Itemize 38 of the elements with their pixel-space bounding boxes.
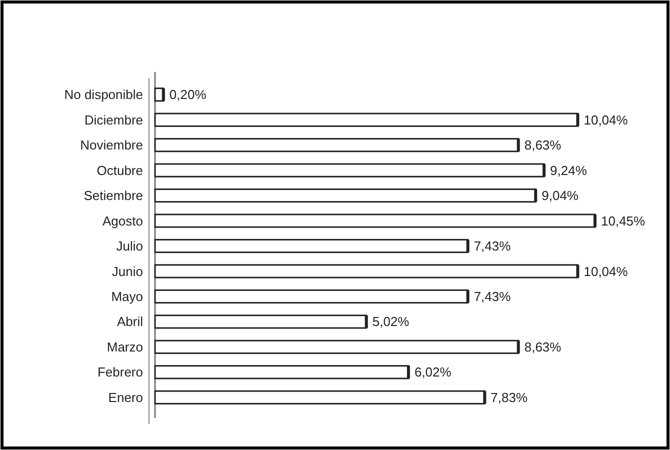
y-tick-label: Setiembre — [84, 188, 143, 204]
bar — [154, 314, 368, 329]
data-label: 8,63% — [524, 138, 562, 153]
data-label: 10,04% — [584, 264, 628, 279]
y-tick-label: Enero — [108, 390, 143, 405]
y-tick-label: Marzo — [106, 339, 143, 354]
y-tick-label: Abril — [116, 314, 144, 330]
bar — [154, 188, 536, 203]
data-label: 9,04% — [542, 188, 579, 204]
bar — [154, 163, 545, 178]
bar — [154, 138, 520, 152]
y-tick-label: Julio — [116, 238, 143, 254]
data-label: 6,02% — [414, 364, 452, 380]
data-label: 10,04% — [584, 112, 628, 128]
data-label: 10,45% — [601, 213, 646, 228]
data-label: 5,02% — [372, 314, 410, 330]
bar — [154, 340, 520, 354]
data-label: 9,24% — [550, 162, 588, 178]
bar — [154, 112, 578, 127]
bar — [154, 289, 469, 304]
data-label: 8,63% — [524, 339, 562, 354]
y-tick-label: No disponible — [64, 87, 143, 102]
bar — [154, 238, 469, 254]
data-label: 7,83% — [490, 390, 528, 405]
bar — [154, 214, 596, 228]
y-tick-label: Junio — [112, 264, 143, 279]
bar — [154, 365, 410, 380]
y-tick-label: Octubre — [96, 162, 143, 178]
y-tick-label: Noviembre — [80, 138, 143, 153]
bar — [154, 264, 578, 278]
y-tick-label: Diciembre — [84, 112, 143, 128]
data-label: 7,43% — [474, 238, 512, 254]
y-tick-label: Agosto — [102, 213, 143, 228]
y-tick-label: Febrero — [97, 364, 143, 380]
bar — [154, 390, 486, 404]
data-label: 7,43% — [474, 289, 512, 304]
data-label: 0,20% — [169, 87, 207, 102]
y-tick-label: Mayo — [111, 289, 143, 304]
